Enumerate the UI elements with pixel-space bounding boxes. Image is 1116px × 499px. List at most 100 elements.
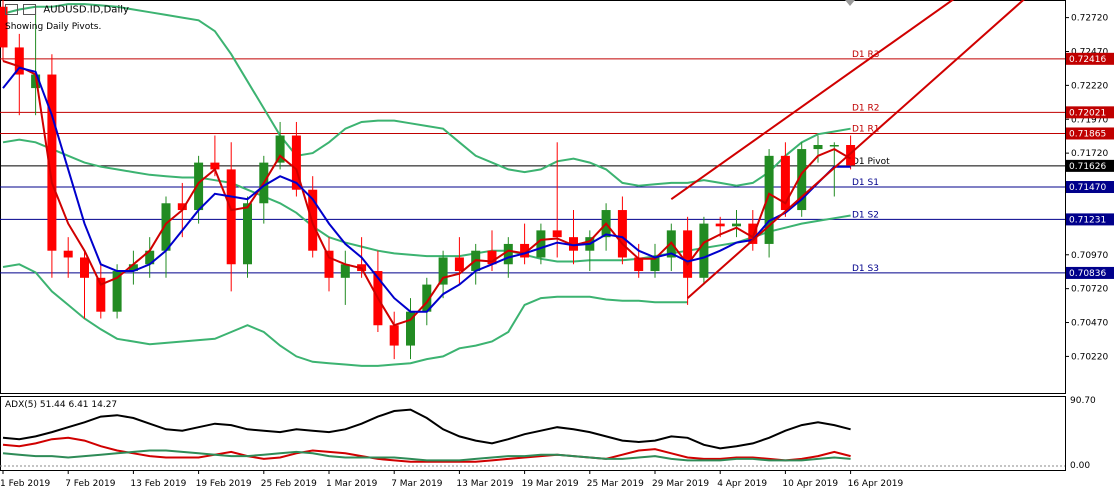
candle-body[interactable] [715,223,725,227]
candle-body[interactable] [634,257,644,272]
adx-series-plusdi [2,436,851,463]
candle-body[interactable] [47,74,57,251]
scroll-marker-icon[interactable] [845,0,855,6]
price-tag-label: 0.71231 [1069,215,1106,225]
pivot-name: D1 Pivot [852,157,890,167]
adx-series-minusdi [2,449,851,462]
ema-fast [2,60,852,327]
symbol-icon[interactable] [23,4,37,15]
x-tick-label: 19 Mar 2019 [522,479,579,489]
y-tick-label: 0.70470 [1071,319,1108,329]
candle-body[interactable] [520,243,530,258]
candle-body[interactable] [569,237,578,251]
candle-body[interactable] [552,230,562,238]
x-tick-label: 7 Feb 2019 [65,479,116,489]
y-tick-label: 0.70220 [1071,352,1108,362]
candle-body[interactable] [536,230,546,258]
candle-body[interactable] [226,169,236,265]
x-tick-label: 25 Feb 2019 [261,479,317,489]
pivot-name: D1 S3 [852,264,879,274]
y-tick-label: 0.71720 [1071,149,1108,159]
candle-body[interactable] [112,271,122,312]
y-tick-label: 0.72220 [1071,81,1108,91]
y-tick-label: 0.70720 [1071,285,1108,295]
candle-body[interactable] [389,325,399,346]
pivot-name: D1 R1 [852,124,880,134]
candle-body[interactable] [145,250,155,265]
candle-body[interactable] [829,145,839,147]
price-tag-label: 0.71470 [1069,183,1106,193]
candle-body[interactable] [683,230,693,278]
x-tick-label: 25 Mar 2019 [587,479,644,489]
candle-body[interactable] [14,47,24,75]
candle-body[interactable] [324,250,334,278]
menu-icon[interactable] [5,4,18,15]
candle-body[interactable] [128,264,138,272]
candle-body[interactable] [291,135,301,190]
candle-body[interactable] [846,145,856,166]
trend-channel-line[interactable] [686,0,1047,299]
symbol-label: AUDUSD.ID,Daily [43,4,129,16]
price-tag [1066,52,1114,65]
adx-axis-bottom: 0.00 [1070,461,1091,471]
candle-body[interactable] [732,223,741,227]
candle-body[interactable] [487,250,497,265]
pivot-name: D1 S2 [852,210,879,220]
candle-body[interactable] [80,257,89,278]
candle-body[interactable] [177,203,187,211]
bollinger-mid [2,138,851,263]
x-tick-label: 13 Feb 2019 [130,479,186,489]
trend-channel-line[interactable] [670,0,1046,201]
candle-body[interactable] [0,6,8,48]
candle-body[interactable] [813,145,823,150]
y-tick-label: 0.71970 [1071,115,1108,125]
main-plot[interactable]: D1 R3 D1 R2 D1 R1 D1 Pivot D1 S1 D1 S2 D1 S3 [0,0,1065,367]
y-tick-label: 0.72470 [1071,47,1108,57]
candle-body[interactable] [194,162,204,211]
candle-body[interactable] [63,250,73,258]
candle-body[interactable] [780,155,790,211]
price-tag [1066,127,1114,140]
adx-plot[interactable] [2,408,851,463]
candle-body[interactable] [406,311,415,346]
candle-body[interactable] [438,257,448,285]
x-tick-label: 19 Feb 2019 [196,479,252,489]
pivot-name: D1 R3 [852,50,880,60]
bollinger-upper [2,3,851,187]
x-tick-label: 13 Mar 2019 [456,479,513,489]
x-tick-label: 10 Apr 2019 [782,479,838,489]
price-tag-label: 0.71626 [1069,162,1106,172]
main-frame [0,0,1066,394]
price-tag [1066,266,1114,279]
candle-body[interactable] [275,135,285,163]
price-tag-label: 0.72416 [1069,55,1106,65]
candle-body[interactable] [243,203,252,265]
price-tag [1066,181,1114,194]
candle-body[interactable] [31,74,41,89]
adx-frame [0,396,1066,471]
candle-body[interactable] [340,264,350,278]
candle-body[interactable] [764,155,774,244]
candle-body[interactable] [650,257,660,272]
x-tick-label: 1 Feb 2019 [0,479,51,489]
price-tag [1066,159,1114,172]
x-tick-label: 29 Mar 2019 [652,479,709,489]
candle-body[interactable] [454,257,464,272]
candle-body[interactable] [617,210,627,258]
candle-body[interactable] [699,223,709,278]
candle-body[interactable] [748,223,758,244]
candle-body[interactable] [96,277,106,312]
candle-body[interactable] [797,149,807,211]
pivot-name: D1 S1 [852,178,879,188]
candle-body[interactable] [161,203,171,251]
candle-body[interactable] [422,284,432,312]
candle-body[interactable] [503,243,513,265]
bollinger-lower [2,263,688,367]
price-tag-label: 0.71865 [1069,129,1106,139]
candle-body[interactable] [210,162,220,170]
price-tag-label: 0.72021 [1069,108,1106,118]
axes-layer: 0.72720 0.72470 0.72220 0.71970 0.71720 0.714… [0,0,1114,489]
adx-label: ADX(5) 51.44 6.41 14.27 [5,400,118,410]
